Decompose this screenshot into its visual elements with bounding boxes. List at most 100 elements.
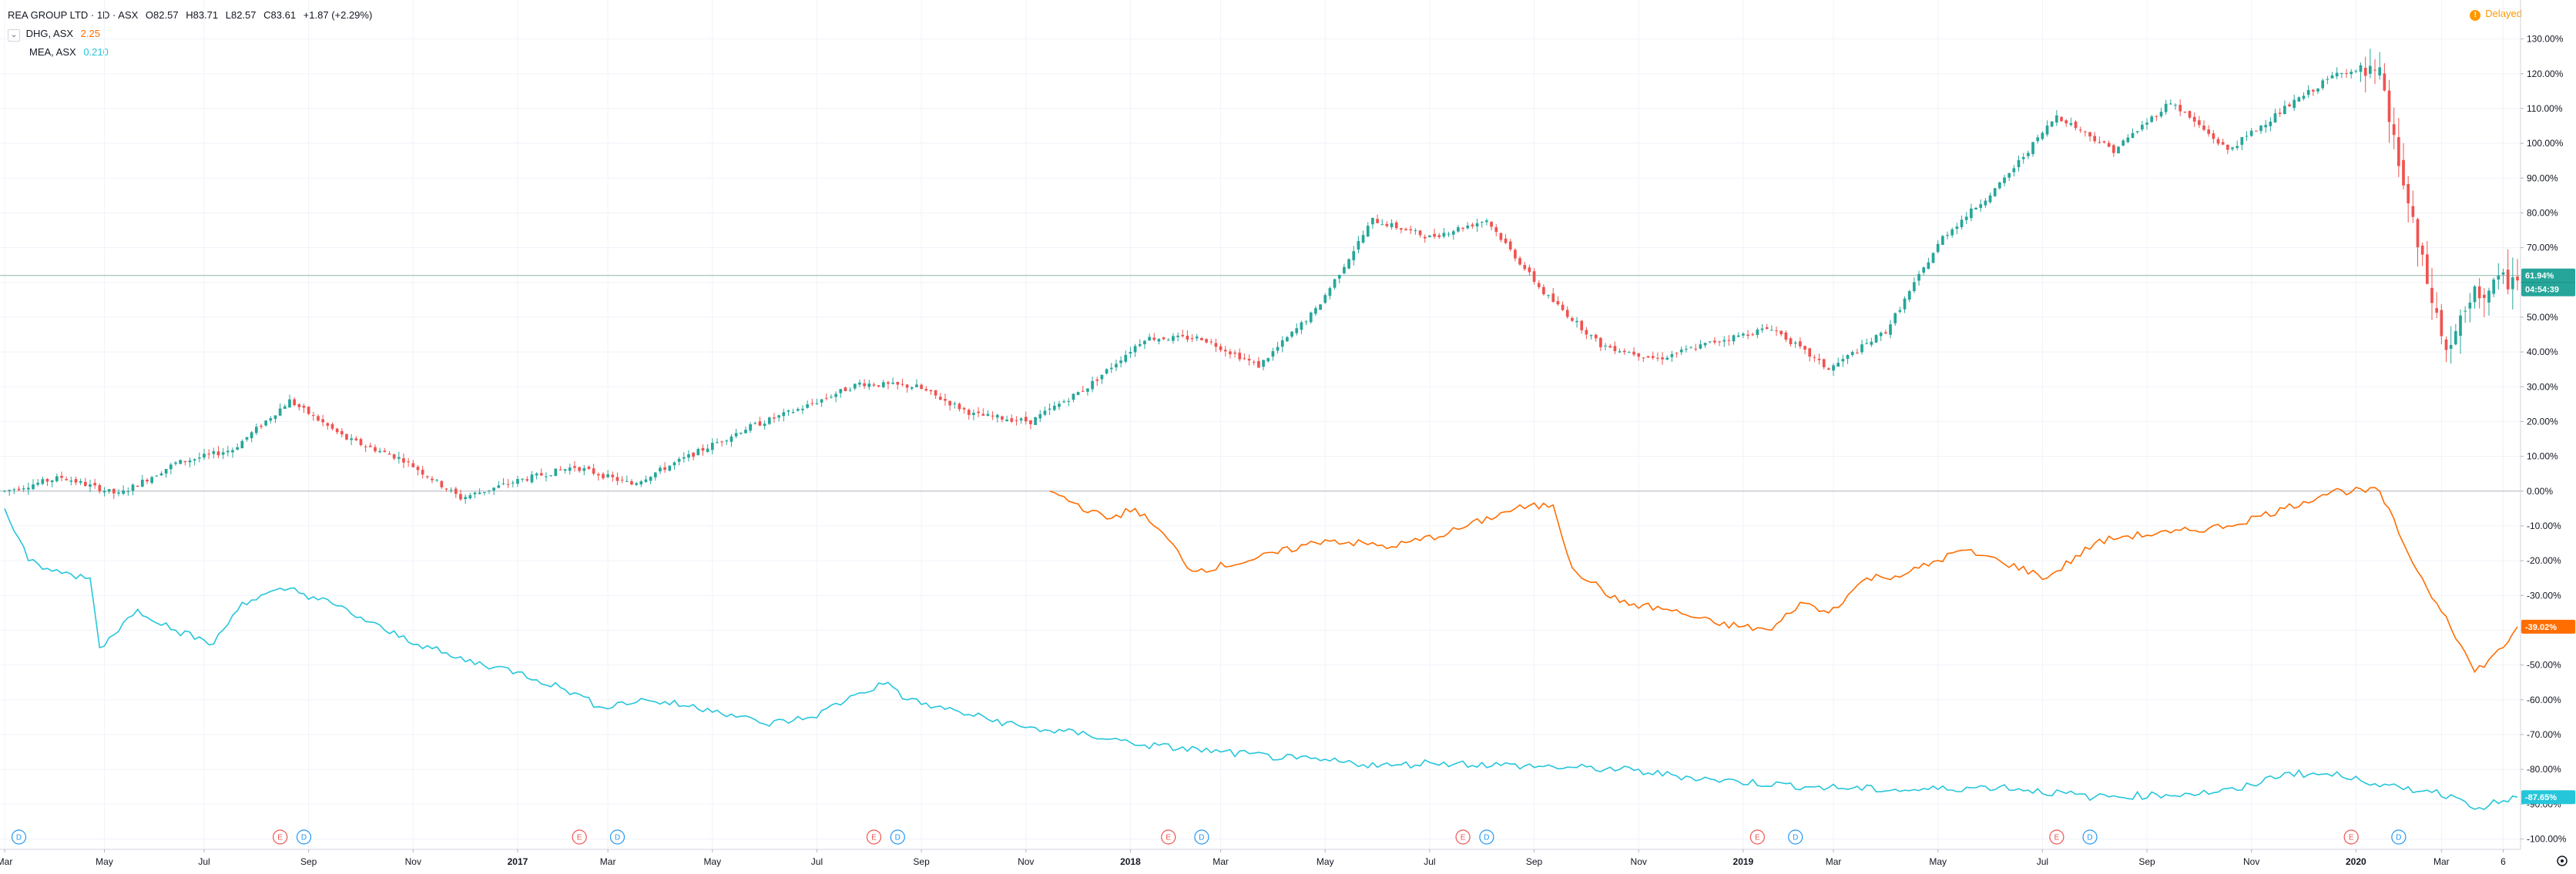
candle-body <box>1290 331 1293 337</box>
candle-body <box>720 441 723 443</box>
candle-body <box>112 488 116 494</box>
candle-body <box>1343 266 1346 273</box>
candle-body <box>1756 329 1759 335</box>
candle-body <box>345 434 348 440</box>
candle-body <box>1357 241 1360 250</box>
earnings-marker[interactable] <box>572 829 587 845</box>
candle-body <box>254 427 258 434</box>
dividend-marker[interactable] <box>1788 829 1803 845</box>
symbol-row[interactable]: REA GROUP LTD · 1D · ASX O82.57 H83.71 L… <box>8 6 372 25</box>
candle-body <box>2440 310 2444 337</box>
candle-body <box>573 466 576 468</box>
candle-body <box>1922 267 1926 273</box>
dividend-marker[interactable] <box>2082 829 2098 845</box>
candle-body <box>183 460 187 463</box>
earnings-marker[interactable] <box>2343 829 2359 845</box>
candle-body <box>1732 335 1736 342</box>
candle-body <box>568 467 572 471</box>
candle-body <box>122 490 126 494</box>
earnings-marker[interactable] <box>1161 829 1176 845</box>
candle-body <box>1913 282 1916 292</box>
candle-body <box>1936 243 1940 253</box>
dhg-badge-box <box>2521 619 2575 634</box>
candle-body <box>2027 152 2030 156</box>
candle-body <box>1437 235 1441 237</box>
candle-body <box>506 484 510 485</box>
dividend-marker[interactable] <box>609 829 626 845</box>
x-tick-label: Nov <box>405 856 421 867</box>
candle-body <box>236 447 239 450</box>
candle-body <box>1376 219 1379 223</box>
candle-body <box>730 436 733 442</box>
candle-body <box>146 479 149 482</box>
dividend-marker[interactable] <box>2391 829 2407 845</box>
candle-body <box>1209 341 1213 343</box>
candle-body <box>858 382 861 385</box>
dividend-marker[interactable] <box>1479 829 1494 845</box>
dividend-marker[interactable] <box>890 829 905 845</box>
dividend-marker[interactable] <box>296 829 312 845</box>
candle-body <box>2236 146 2239 149</box>
compare-symbol-mea[interactable]: MEA, ASX <box>29 46 76 58</box>
candle-body <box>1718 341 1721 343</box>
candle-body <box>635 483 638 485</box>
candle-body <box>2021 156 2025 159</box>
dividend-marker[interactable] <box>1194 829 1209 845</box>
x-tick-label: Mar <box>1826 856 1842 867</box>
candle-body <box>1314 308 1317 314</box>
candle-body <box>1604 345 1607 347</box>
symbol-title[interactable]: REA GROUP LTD · 1D · ASX <box>8 9 139 21</box>
earnings-marker[interactable] <box>1749 829 1765 845</box>
candle-body <box>1893 313 1897 323</box>
candle-body <box>1200 337 1203 340</box>
candle-body <box>725 440 729 442</box>
candle-body <box>2249 130 2253 136</box>
compare-row-dhg[interactable]: ⌄ DHG, ASX 2.25 <box>8 25 372 43</box>
candle-body <box>1001 416 1004 420</box>
collapse-legend-button[interactable]: ⌄ <box>8 29 20 42</box>
compare-symbol-dhg[interactable]: DHG, ASX <box>25 28 74 39</box>
candle-body <box>1109 367 1113 370</box>
candle-body <box>1390 223 1394 227</box>
earnings-marker[interactable] <box>273 829 288 845</box>
candle-body <box>1508 241 1512 249</box>
candle-body <box>2335 72 2339 77</box>
candle-body <box>368 445 372 447</box>
candle-body <box>1865 343 1869 344</box>
earnings-marker[interactable] <box>2049 829 2064 845</box>
candle-body <box>2207 129 2211 134</box>
candle-body <box>1229 351 1232 354</box>
candle-body <box>17 488 21 491</box>
x-tick-label: Sep <box>1526 856 1543 867</box>
candle-body <box>1518 258 1521 265</box>
y-tick-label: -10.00% <box>2527 521 2561 531</box>
x-axis: Mar May Jul Sep Nov 2017 Mar May Jul Sep Nov 2018 Ma… <box>0 849 2521 867</box>
earnings-marker[interactable] <box>1455 829 1471 845</box>
ohlc-close: C83.61 <box>263 9 297 21</box>
candle-body <box>107 489 111 492</box>
event-marker-label: E <box>1166 834 1171 842</box>
candle-body <box>416 467 420 470</box>
price-badge: 61.94% 04:54:39 <box>2521 268 2575 296</box>
gear-icon[interactable] <box>2557 856 2568 866</box>
candle-body <box>2135 131 2139 132</box>
candle-body <box>1385 223 1389 226</box>
candle-body <box>1404 229 1407 231</box>
candle-body <box>2407 183 2410 204</box>
candle-body <box>1219 346 1223 350</box>
y-tick-label: -30.00% <box>2527 590 2561 601</box>
candle-body <box>307 407 310 414</box>
delayed-indicator[interactable]: ! Delayed <box>2470 8 2522 21</box>
candle-body <box>929 390 933 392</box>
compare-row-mea[interactable]: MEA, ASX 0.210 <box>8 43 372 62</box>
candle-body <box>1333 279 1337 288</box>
earnings-marker[interactable] <box>866 829 882 845</box>
candle-body <box>482 491 486 494</box>
candle-body <box>2216 139 2220 144</box>
dividend-marker[interactable] <box>11 829 27 845</box>
candle-body <box>2350 72 2353 75</box>
candle-body <box>60 475 63 478</box>
candle-body <box>1190 338 1194 340</box>
candle-body <box>164 469 168 474</box>
